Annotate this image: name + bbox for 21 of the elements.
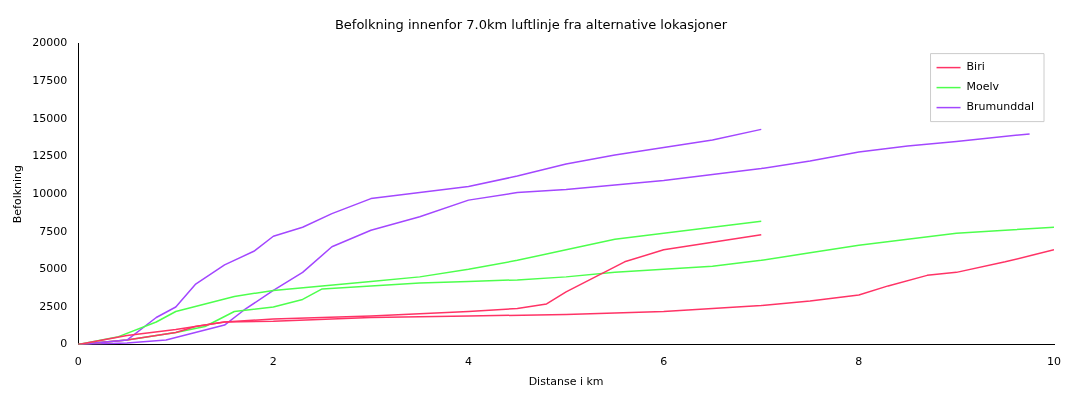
x-tick-label: 0 (74, 355, 82, 369)
y-tick-label: 12500 (32, 149, 68, 163)
legend-label: Biri (966, 60, 985, 74)
x-tick-label: 8 (855, 355, 863, 369)
chart-title: Befolkning innenfor 7.0km luftlinje fra alternative lokasjoner (334, 17, 728, 33)
x-axis-title: Distanse i km (528, 375, 604, 389)
y-tick-label: 15000 (32, 111, 68, 125)
y-tick-label: 2500 (39, 299, 68, 313)
x-tick-label: 10 (1047, 355, 1061, 369)
x-tick-label: 4 (465, 355, 473, 369)
x-tick-label: 6 (660, 355, 668, 369)
legend-label: Moelv (966, 80, 1000, 94)
y-tick-label: 20000 (32, 36, 68, 50)
y-tick-label: 17500 (32, 74, 68, 88)
legend-label: Brumunddal (966, 100, 1035, 114)
y-tick-label: 10000 (32, 186, 68, 200)
y-axis-title: Befolkning (11, 164, 25, 224)
x-tick-label: 2 (269, 355, 277, 369)
y-tick-label: 0 (60, 337, 68, 351)
y-tick-label: 5000 (39, 262, 68, 276)
y-tick-label: 7500 (39, 224, 68, 238)
